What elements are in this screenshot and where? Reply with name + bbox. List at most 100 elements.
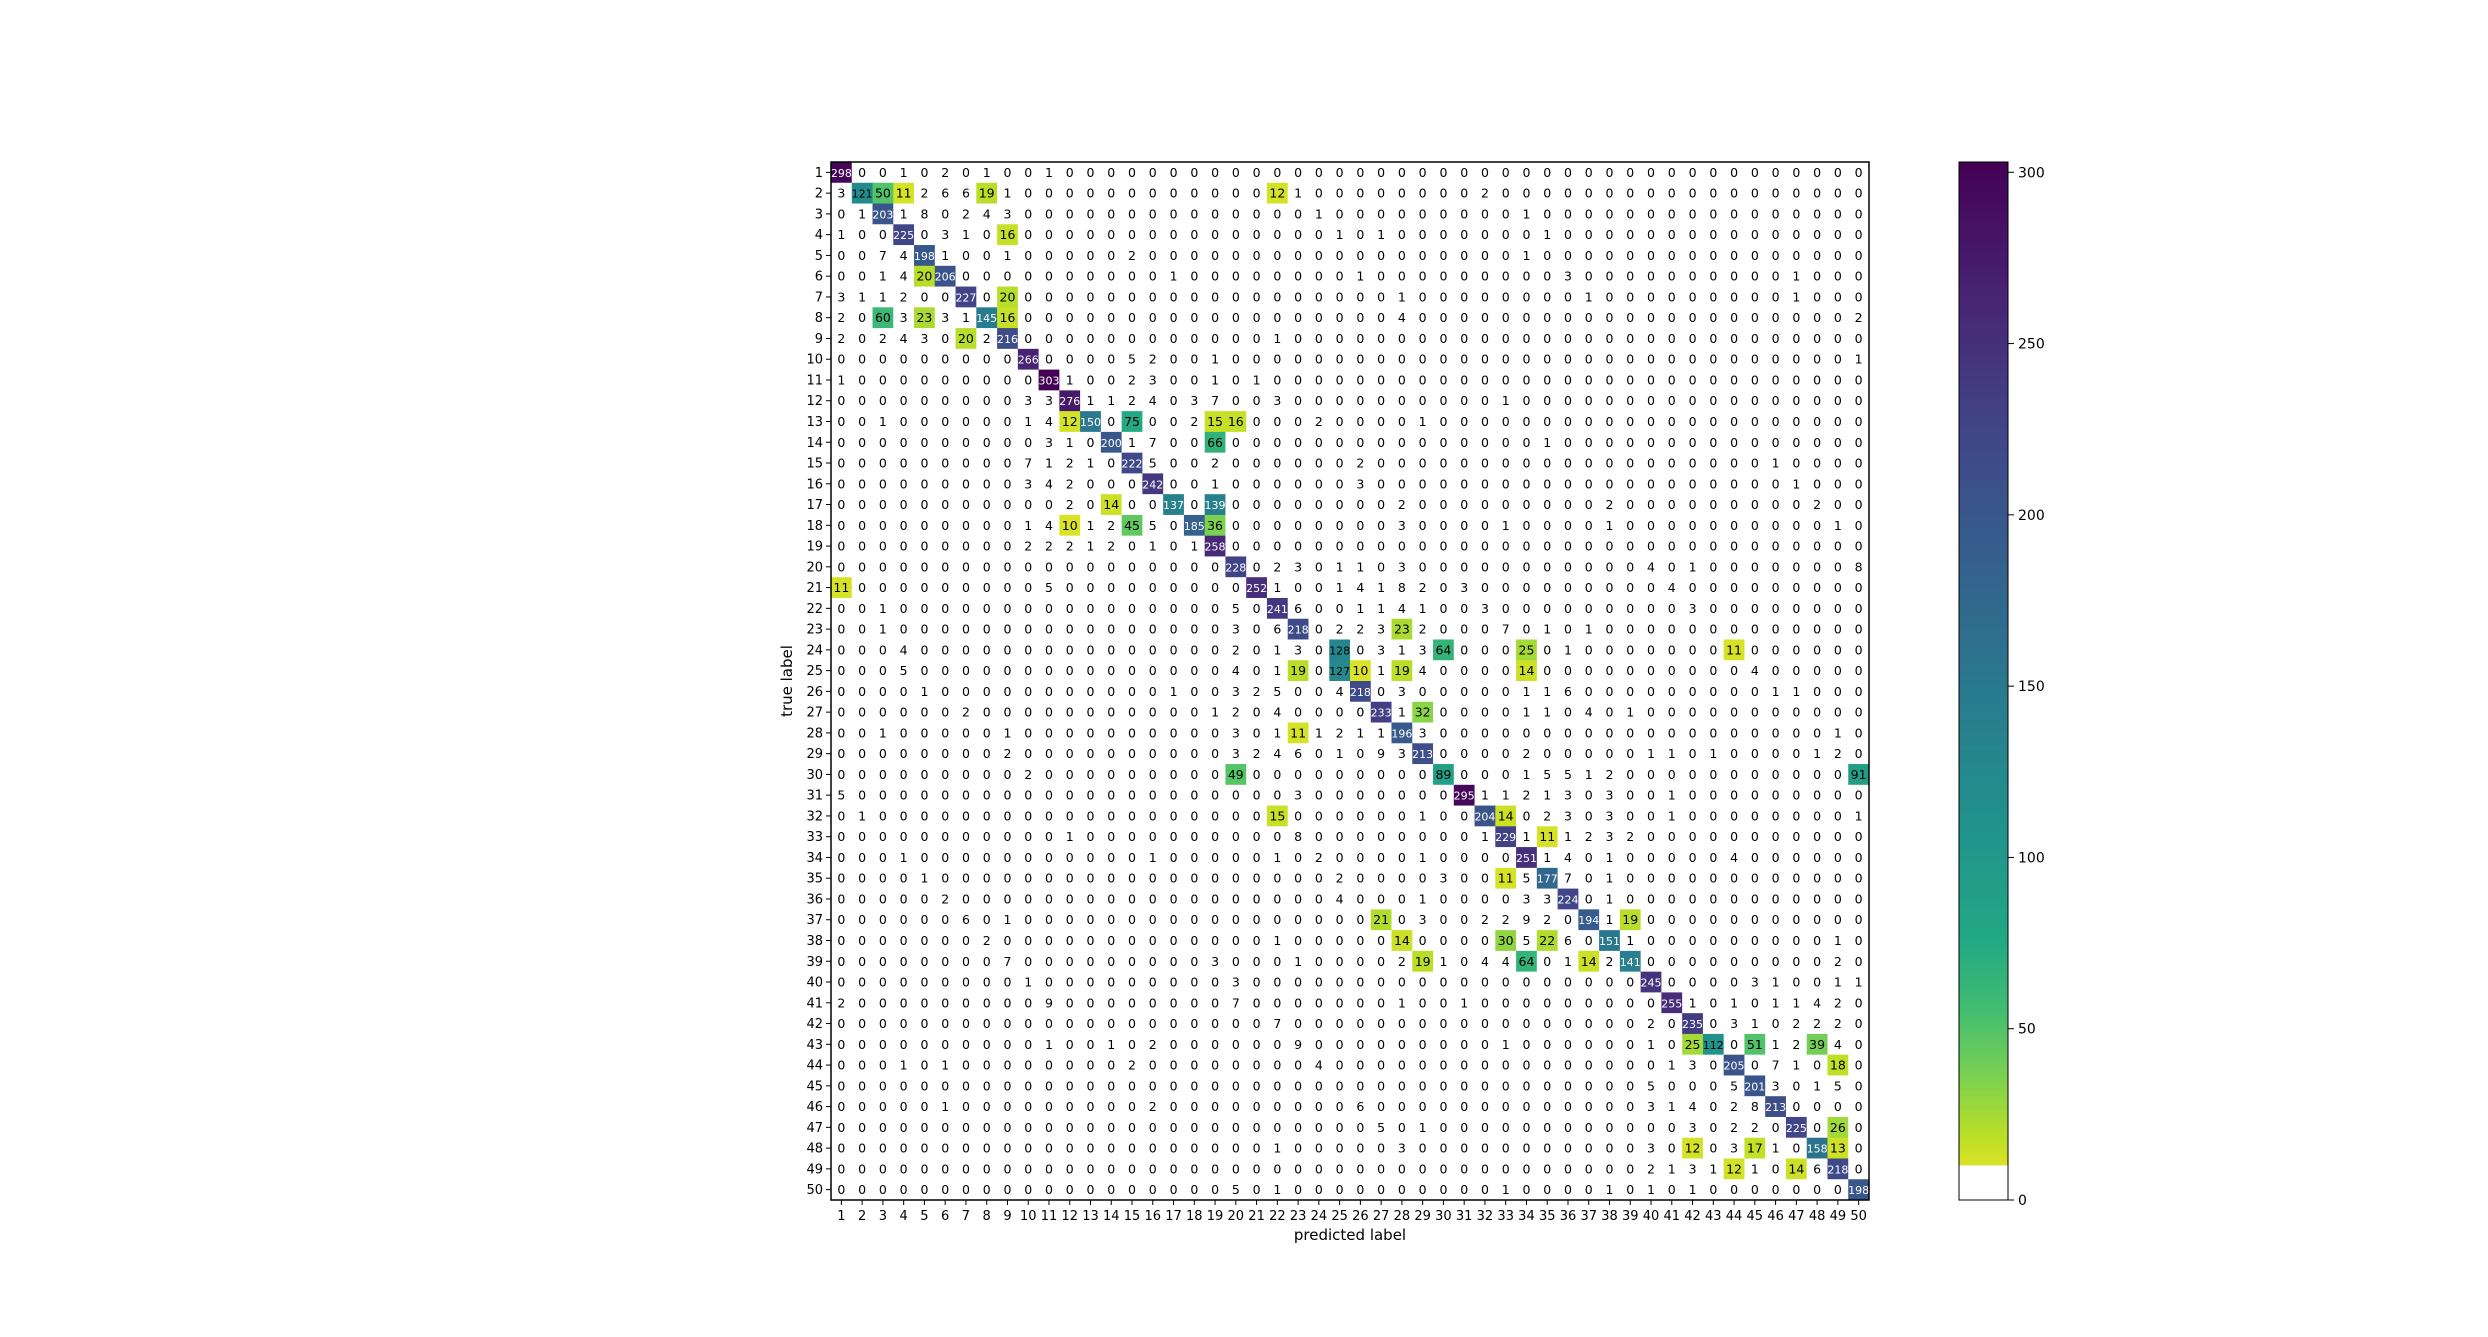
cell-value-label: 0 [1709,310,1717,325]
cell-value-label: 0 [1211,746,1219,761]
cell-value-label: 0 [920,1037,928,1052]
cell-value-label: 0 [920,912,928,927]
cell-value-label: 0 [858,1182,866,1197]
cell-value-label: 0 [1107,186,1115,201]
cell-value-label: 0 [1751,331,1759,346]
cell-value-label: 0 [1813,518,1821,533]
cell-value-label: 0 [1128,622,1136,637]
cell-value-label: 0 [1460,954,1468,969]
cell-value-label: 0 [1772,518,1780,533]
cell-value-label: 0 [837,850,845,865]
cell-value-label: 0 [858,456,866,471]
heatmap-cell [1412,203,1434,225]
cell-value-label: 1 [1855,975,1863,990]
cell-value-label: 0 [1232,1016,1240,1031]
heatmap-cell [1246,203,1268,225]
cell-value-label: 4 [1647,559,1655,574]
cell-value-label: 0 [962,165,970,180]
heatmap-cell [914,162,936,184]
cell-value-label: 0 [1813,206,1821,221]
cell-value-label: 0 [1606,1058,1614,1073]
cell-value-label: 0 [1585,663,1593,678]
cell-value-label: 0 [1585,580,1593,595]
cell-value-label: 0 [1834,1099,1842,1114]
cell-value-label: 0 [1813,975,1821,990]
cell-value-label: 0 [1170,829,1178,844]
cell-value-label: 0 [983,559,991,574]
cell-value-label: 0 [1087,331,1095,346]
cell-value-label: 0 [1730,414,1738,429]
cell-value-label: 0 [1460,539,1468,554]
cell-value-label: 0 [920,1161,928,1176]
cell-value-label: 1 [1294,954,1302,969]
cell-value-label: 0 [1668,829,1676,844]
cell-value-label: 0 [1626,850,1634,865]
cell-value-label: 0 [1232,1037,1240,1052]
cell-value-label: 1 [1668,746,1676,761]
cell-value-label: 0 [941,829,949,844]
cell-value-label: 0 [1315,165,1323,180]
cell-value-label: 0 [1730,393,1738,408]
cell-value-label: 0 [1751,622,1759,637]
cell-value-label: 0 [1585,788,1593,803]
cell-value-label: 0 [1066,808,1074,823]
cell-value-label: 0 [1294,891,1302,906]
cell-value-label: 0 [1190,767,1198,782]
cell-value-label: 0 [1585,684,1593,699]
cell-value-label: 0 [1045,186,1053,201]
cell-value-label: 0 [1751,788,1759,803]
cell-value-label: 0 [1439,746,1447,761]
cell-value-label: 0 [1564,725,1572,740]
cell-value-label: 0 [1211,1161,1219,1176]
cell-value-label: 0 [1772,725,1780,740]
cell-value-label: 0 [1398,1099,1406,1114]
cell-value-label: 0 [941,393,949,408]
cell-value-label: 0 [1087,767,1095,782]
cell-value-label: 0 [1294,1058,1302,1073]
cell-value-label: 0 [900,601,908,616]
cell-value-label: 0 [858,518,866,533]
cell-value-label: 0 [1315,684,1323,699]
cell-value-label: 0 [1087,497,1095,512]
cell-value-label: 0 [1606,165,1614,180]
cell-value-label: 75 [1124,414,1140,429]
cell-value-label: 0 [1481,1099,1489,1114]
cell-value-label: 0 [1170,331,1178,346]
cell-value-label: 1 [858,808,866,823]
cell-value-label: 0 [1315,331,1323,346]
cell-value-label: 0 [1522,975,1530,990]
cell-value-label: 0 [1522,559,1530,574]
cell-value-label: 0 [1502,767,1510,782]
cell-value-label: 0 [1522,393,1530,408]
cell-value-label: 17 [1747,1141,1763,1156]
cell-value-label: 36 [1207,518,1223,533]
cell-value-label: 1 [879,269,887,284]
cell-value-label: 0 [1772,891,1780,906]
cell-value-label: 6 [1273,622,1281,637]
cell-value-label: 0 [1606,269,1614,284]
heatmap-cell [1266,182,1289,205]
cell-value-label: 0 [1730,352,1738,367]
cell-value-label: 0 [1170,850,1178,865]
heatmap-cell [1391,203,1413,225]
cell-value-label: 0 [1149,227,1157,242]
cell-value-label: 3 [1647,1099,1655,1114]
cell-value-label: 0 [1502,705,1510,720]
cell-value-label: 0 [1522,1037,1530,1052]
cell-value-label: 0 [1190,850,1198,865]
cell-value-label: 3 [1024,393,1032,408]
cell-value-label: 0 [1232,456,1240,471]
cell-value-label: 91 [1851,767,1867,782]
cell-value-label: 0 [1543,393,1551,408]
heatmap-cell [1017,182,1040,205]
cell-value-label: 1 [1273,663,1281,678]
cell-value-label: 0 [1190,788,1198,803]
cell-value-label: 0 [1190,912,1198,927]
cell-value-label: 0 [1460,206,1468,221]
cell-value-label: 0 [1772,705,1780,720]
cell-value-label: 0 [1772,539,1780,554]
cell-value-label: 0 [1709,829,1717,844]
cell-value-label: 0 [1626,206,1634,221]
cell-value-label: 0 [920,1016,928,1031]
cell-value-label: 0 [1003,559,1011,574]
